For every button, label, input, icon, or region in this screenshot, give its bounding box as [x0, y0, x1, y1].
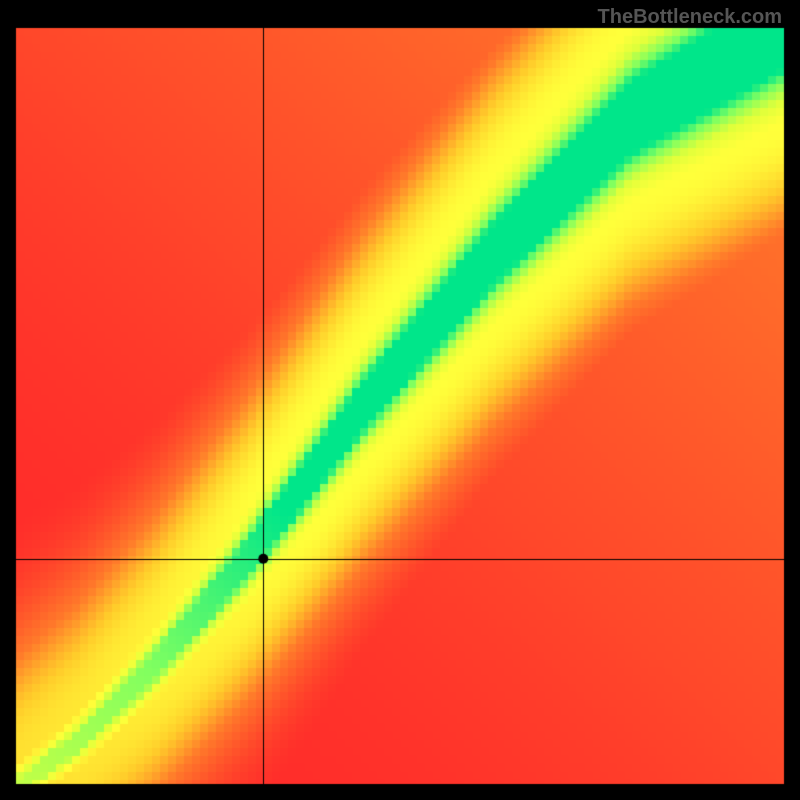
bottleneck-heatmap [0, 0, 800, 800]
chart-container: { "meta": { "width": 800, "height": 800,… [0, 0, 800, 800]
watermark-text: TheBottleneck.com [598, 6, 782, 29]
